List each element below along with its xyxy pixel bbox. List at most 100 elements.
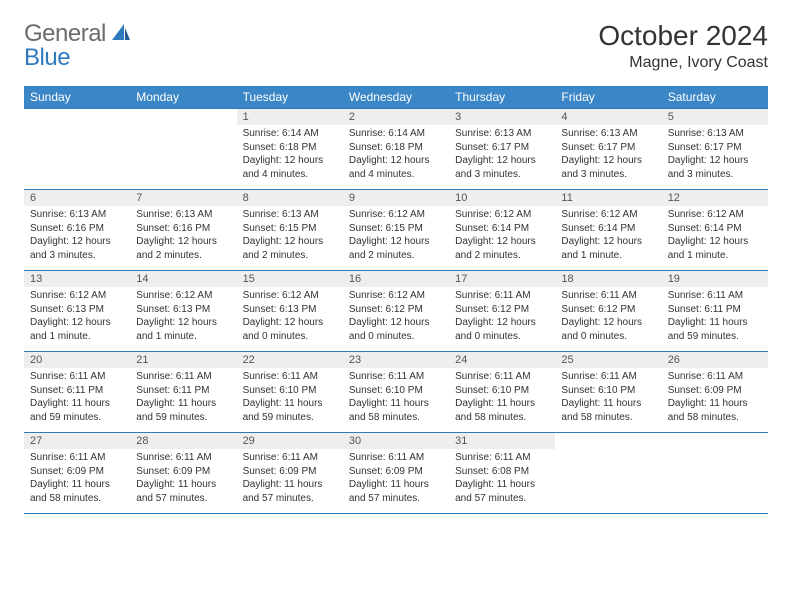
day-detail-row: Sunrise: 6:14 AMSunset: 6:18 PMDaylight:… [24,125,768,190]
sunset-text: Sunset: 6:12 PM [349,303,443,317]
sunrise-text: Sunrise: 6:12 AM [668,208,762,222]
sunrise-text: Sunrise: 6:13 AM [561,127,655,141]
day-number-cell: 24 [449,352,555,369]
daylight-text: Daylight: 12 hours and 3 minutes. [30,235,124,262]
weekday-header: Monday [130,86,236,109]
day-detail-cell: Sunrise: 6:11 AMSunset: 6:09 PMDaylight:… [662,368,768,433]
day-number-cell: 1 [237,109,343,126]
day-detail-cell: Sunrise: 6:11 AMSunset: 6:11 PMDaylight:… [662,287,768,352]
sunrise-text: Sunrise: 6:12 AM [561,208,655,222]
day-detail-cell: Sunrise: 6:13 AMSunset: 6:16 PMDaylight:… [24,206,130,271]
daylight-text: Daylight: 12 hours and 2 minutes. [136,235,230,262]
sunrise-text: Sunrise: 6:11 AM [243,370,337,384]
day-detail-cell [24,125,130,190]
daylight-text: Daylight: 12 hours and 2 minutes. [455,235,549,262]
sunrise-text: Sunrise: 6:11 AM [668,289,762,303]
day-number-cell: 3 [449,109,555,126]
sunset-text: Sunset: 6:17 PM [668,141,762,155]
daylight-text: Daylight: 12 hours and 0 minutes. [455,316,549,343]
day-number-row: 13141516171819 [24,271,768,288]
daylight-text: Daylight: 11 hours and 58 minutes. [349,397,443,424]
sunset-text: Sunset: 6:13 PM [30,303,124,317]
day-detail-cell: Sunrise: 6:14 AMSunset: 6:18 PMDaylight:… [343,125,449,190]
day-detail-cell: Sunrise: 6:11 AMSunset: 6:11 PMDaylight:… [130,368,236,433]
day-detail-cell [130,125,236,190]
sunset-text: Sunset: 6:12 PM [455,303,549,317]
sunset-text: Sunset: 6:09 PM [349,465,443,479]
daylight-text: Daylight: 11 hours and 57 minutes. [136,478,230,505]
sunset-text: Sunset: 6:14 PM [561,222,655,236]
title-block: October 2024 Magne, Ivory Coast [598,20,768,72]
daylight-text: Daylight: 11 hours and 57 minutes. [349,478,443,505]
day-detail-cell: Sunrise: 6:11 AMSunset: 6:10 PMDaylight:… [343,368,449,433]
day-detail-cell: Sunrise: 6:11 AMSunset: 6:12 PMDaylight:… [449,287,555,352]
daylight-text: Daylight: 12 hours and 1 minute. [668,235,762,262]
day-number-cell: 8 [237,190,343,207]
sunrise-text: Sunrise: 6:11 AM [30,451,124,465]
day-number-row: 2728293031 [24,433,768,450]
sunrise-text: Sunrise: 6:11 AM [455,451,549,465]
day-number-row: 6789101112 [24,190,768,207]
sunrise-text: Sunrise: 6:11 AM [668,370,762,384]
location: Magne, Ivory Coast [598,54,768,72]
day-detail-cell: Sunrise: 6:12 AMSunset: 6:14 PMDaylight:… [449,206,555,271]
sunset-text: Sunset: 6:10 PM [243,384,337,398]
day-detail-cell: Sunrise: 6:11 AMSunset: 6:09 PMDaylight:… [130,449,236,514]
day-detail-cell: Sunrise: 6:11 AMSunset: 6:10 PMDaylight:… [237,368,343,433]
sunset-text: Sunset: 6:09 PM [30,465,124,479]
sunset-text: Sunset: 6:13 PM [136,303,230,317]
daylight-text: Daylight: 11 hours and 57 minutes. [243,478,337,505]
day-detail-cell: Sunrise: 6:12 AMSunset: 6:15 PMDaylight:… [343,206,449,271]
sunset-text: Sunset: 6:15 PM [349,222,443,236]
sunrise-text: Sunrise: 6:11 AM [455,289,549,303]
brand-text-blue-wrap: Blue [24,44,70,72]
daylight-text: Daylight: 12 hours and 2 minutes. [243,235,337,262]
day-detail-cell: Sunrise: 6:14 AMSunset: 6:18 PMDaylight:… [237,125,343,190]
sunset-text: Sunset: 6:12 PM [561,303,655,317]
day-number-cell [130,109,236,126]
weekday-header: Friday [555,86,661,109]
sunrise-text: Sunrise: 6:13 AM [243,208,337,222]
day-detail-cell [555,449,661,514]
sunset-text: Sunset: 6:10 PM [455,384,549,398]
sunrise-text: Sunrise: 6:12 AM [243,289,337,303]
sunset-text: Sunset: 6:16 PM [30,222,124,236]
sunrise-text: Sunrise: 6:12 AM [349,289,443,303]
day-detail-cell: Sunrise: 6:12 AMSunset: 6:14 PMDaylight:… [662,206,768,271]
day-detail-cell: Sunrise: 6:12 AMSunset: 6:12 PMDaylight:… [343,287,449,352]
day-number-cell: 9 [343,190,449,207]
day-detail-cell: Sunrise: 6:13 AMSunset: 6:17 PMDaylight:… [449,125,555,190]
day-detail-row: Sunrise: 6:12 AMSunset: 6:13 PMDaylight:… [24,287,768,352]
sunset-text: Sunset: 6:09 PM [668,384,762,398]
day-detail-cell [662,449,768,514]
sunrise-text: Sunrise: 6:11 AM [243,451,337,465]
sunrise-text: Sunrise: 6:13 AM [668,127,762,141]
day-detail-cell: Sunrise: 6:11 AMSunset: 6:09 PMDaylight:… [343,449,449,514]
daylight-text: Daylight: 12 hours and 3 minutes. [561,154,655,181]
daylight-text: Daylight: 11 hours and 59 minutes. [30,397,124,424]
day-number-cell: 17 [449,271,555,288]
day-number-cell: 6 [24,190,130,207]
sunset-text: Sunset: 6:17 PM [561,141,655,155]
day-detail-cell: Sunrise: 6:11 AMSunset: 6:09 PMDaylight:… [237,449,343,514]
sunrise-text: Sunrise: 6:11 AM [455,370,549,384]
day-number-cell: 22 [237,352,343,369]
day-number-cell: 21 [130,352,236,369]
daylight-text: Daylight: 11 hours and 58 minutes. [561,397,655,424]
day-detail-cell: Sunrise: 6:11 AMSunset: 6:11 PMDaylight:… [24,368,130,433]
day-number-cell: 26 [662,352,768,369]
daylight-text: Daylight: 12 hours and 1 minute. [136,316,230,343]
day-number-cell: 29 [237,433,343,450]
day-number-cell: 10 [449,190,555,207]
day-number-cell: 23 [343,352,449,369]
day-number-row: 12345 [24,109,768,126]
day-detail-cell: Sunrise: 6:11 AMSunset: 6:08 PMDaylight:… [449,449,555,514]
sunrise-text: Sunrise: 6:12 AM [30,289,124,303]
day-detail-cell: Sunrise: 6:12 AMSunset: 6:14 PMDaylight:… [555,206,661,271]
sunrise-text: Sunrise: 6:11 AM [136,451,230,465]
day-detail-cell: Sunrise: 6:11 AMSunset: 6:10 PMDaylight:… [555,368,661,433]
day-number-cell: 20 [24,352,130,369]
page-header: General October 2024 Magne, Ivory Coast [24,20,768,72]
day-number-cell: 7 [130,190,236,207]
day-number-cell: 2 [343,109,449,126]
